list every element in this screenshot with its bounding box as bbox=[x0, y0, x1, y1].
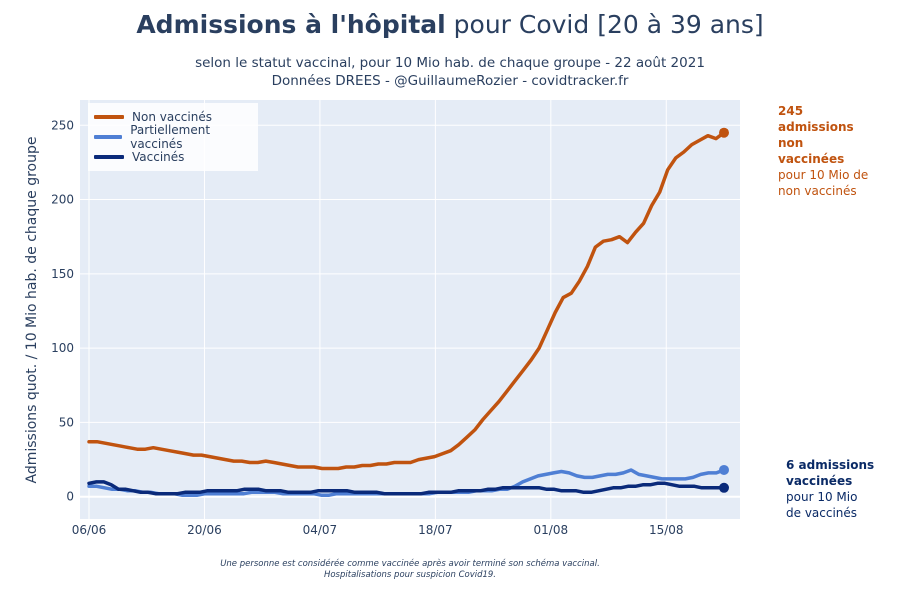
annotation-vaccinated-bold: 6 admissions vaccinées bbox=[786, 458, 875, 488]
x-tick-label: 01/08 bbox=[534, 523, 569, 537]
series-line-unvaccinated bbox=[87, 130, 726, 471]
y-tick-label: 150 bbox=[51, 267, 74, 281]
annotation-vaccinated: 6 admissions vaccinées pour 10 Mio de va… bbox=[786, 457, 876, 521]
y-tick-label: 100 bbox=[51, 341, 74, 355]
x-tick-label: 15/08 bbox=[649, 523, 684, 537]
y-tick-label: 0 bbox=[66, 490, 74, 504]
y-tick-label: 50 bbox=[59, 415, 74, 429]
subtitle-line-2: Données DREES - @GuillaumeRozier - covid… bbox=[271, 73, 629, 89]
annotation-unvaccinated-text: pour 10 Mio de non vaccinés bbox=[778, 168, 869, 198]
y-tick-label: 250 bbox=[51, 118, 74, 132]
y-tick-label: 200 bbox=[51, 193, 74, 207]
legend-label-partial: Partiellement vaccinés bbox=[130, 123, 211, 151]
footnote-line-1: Une personne est considérée comme vaccin… bbox=[220, 559, 600, 569]
chart-title: Admissions à l'hôpital pour Covid [20 à … bbox=[0, 10, 900, 39]
subtitle-line-1: selon le statut vaccinal, pour 10 Mio ha… bbox=[195, 55, 705, 71]
footnote: Une personne est considérée comme vaccin… bbox=[0, 559, 820, 581]
annotation-vaccinated-text: pour 10 Mio de vaccinés bbox=[786, 490, 858, 520]
series-endpoint-vaccinated bbox=[719, 482, 729, 493]
annotation-unvaccinated-bold: 245 admissions non vaccinées bbox=[778, 104, 854, 166]
chart-legend: Non vaccinés Partiellement vaccinés Vacc… bbox=[88, 103, 258, 171]
legend-item-vaccinated[interactable]: Vaccinés bbox=[94, 149, 184, 165]
legend-label-vaccinated: Vaccinés bbox=[132, 150, 185, 164]
legend-item-partial[interactable]: Partiellement vaccinés bbox=[94, 123, 258, 151]
chart-title-bold: Admissions à l'hôpital bbox=[136, 10, 446, 39]
footnote-line-2: Hospitalisations pour suspicion Covid19. bbox=[323, 570, 497, 580]
series-line-vaccinated bbox=[87, 480, 726, 496]
x-tick-label: 04/07 bbox=[303, 523, 338, 537]
chart-subtitle: selon le statut vaccinal, pour 10 Mio ha… bbox=[0, 54, 900, 90]
series-endpoint-partial bbox=[719, 464, 729, 475]
x-tick-label: 18/07 bbox=[418, 523, 453, 537]
x-tick-label: 20/06 bbox=[187, 523, 222, 537]
legend-swatch-vaccinated bbox=[94, 155, 124, 159]
x-tick-label: 06/06 bbox=[72, 523, 107, 537]
legend-item-unvaccinated[interactable]: Non vaccinés bbox=[94, 109, 212, 125]
legend-swatch-partial bbox=[94, 135, 123, 139]
legend-label-unvaccinated: Non vaccinés bbox=[132, 110, 212, 124]
legend-swatch-unvaccinated bbox=[94, 115, 124, 119]
annotation-unvaccinated: 245 admissions non vaccinées pour 10 Mio… bbox=[778, 103, 873, 199]
chart-title-rest: pour Covid [20 à 39 ans] bbox=[445, 10, 764, 39]
series-endpoint-unvaccinated bbox=[719, 127, 729, 138]
